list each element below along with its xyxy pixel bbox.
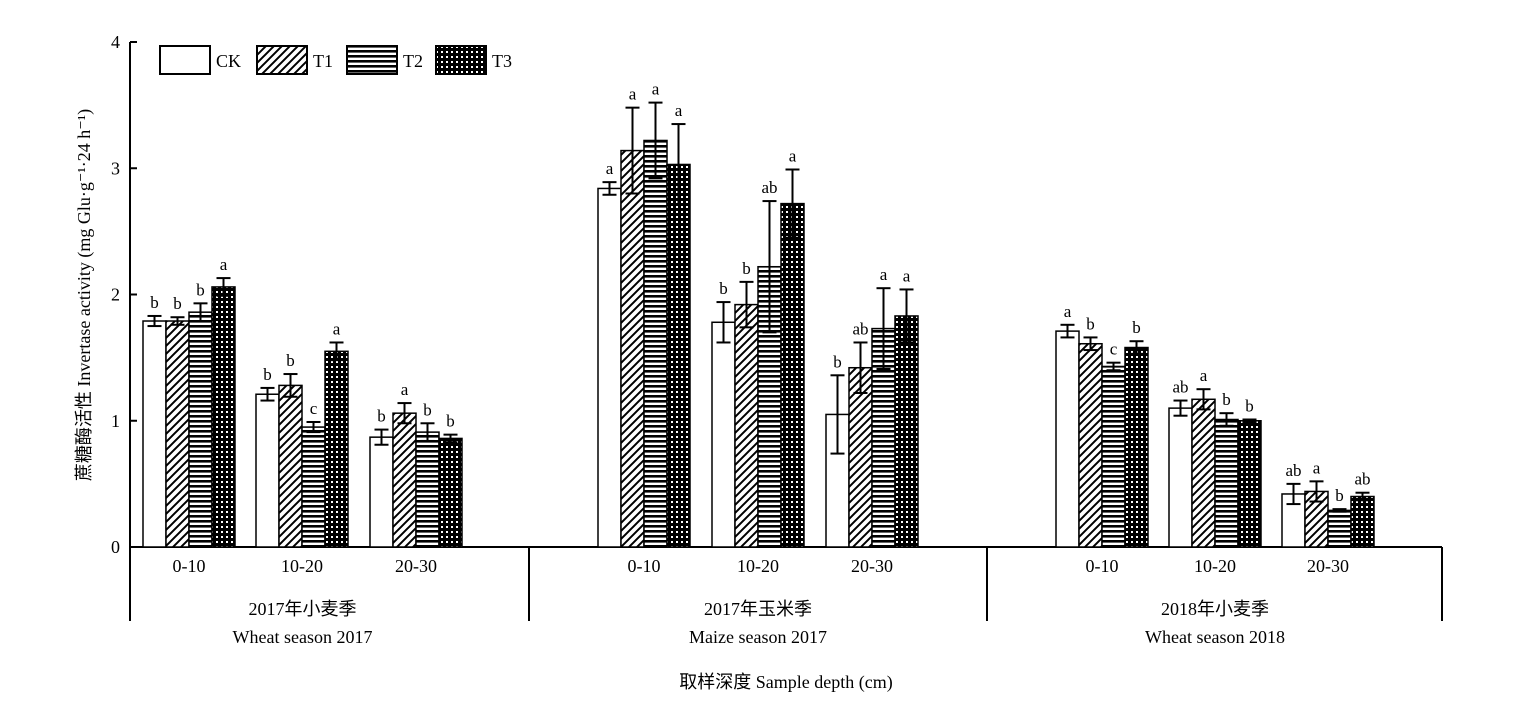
season-label-en: Wheat season 2018 xyxy=(1145,627,1285,647)
bar-T2 xyxy=(643,139,668,548)
significance-label: b xyxy=(833,352,842,371)
bar-T3 xyxy=(438,437,463,548)
legend-label: T1 xyxy=(313,51,333,71)
significance-label: b xyxy=(446,412,455,431)
legend-label: T2 xyxy=(403,51,423,71)
season-label-en: Wheat season 2017 xyxy=(233,627,373,647)
bar-T3 xyxy=(666,163,691,548)
significance-label: ab xyxy=(1285,461,1301,480)
significance-label: a xyxy=(675,101,683,120)
depth-label: 0-10 xyxy=(1086,556,1119,576)
depth-label: 0-10 xyxy=(628,556,661,576)
significance-label: ab xyxy=(1172,378,1188,397)
significance-label: b xyxy=(1245,396,1254,415)
significance-label: b xyxy=(423,400,432,419)
x-axis-title: 取样深度 Sample depth (cm) xyxy=(679,672,892,693)
bar-T2 xyxy=(1101,365,1126,548)
bar-T3 xyxy=(780,202,805,548)
significance-label: a xyxy=(333,319,341,338)
significance-label: a xyxy=(401,380,409,399)
significance-label: b xyxy=(150,293,159,312)
significance-label: a xyxy=(880,265,888,284)
bar-T1 xyxy=(1078,342,1103,548)
bar-T3 xyxy=(324,350,349,548)
y-tick-label: 4 xyxy=(111,32,120,52)
plot-area: 0 1 2 3 4 0-10 10-20 20-30 2017年小麦季 Wheat season … xyxy=(111,32,1443,647)
significance-label: b xyxy=(742,259,751,278)
depth-label: 10-20 xyxy=(737,556,779,576)
bar-CK xyxy=(1055,330,1080,548)
significance-label: b xyxy=(286,351,295,370)
significance-label: a xyxy=(629,85,637,104)
bar-T1 xyxy=(278,384,303,548)
bar-T1 xyxy=(734,303,759,548)
legend-label: T3 xyxy=(492,51,512,71)
bar-T2 xyxy=(1214,418,1239,548)
bar-T1 xyxy=(620,149,645,548)
depth-label: 20-30 xyxy=(1307,556,1349,576)
y-tick-label: 0 xyxy=(111,537,120,557)
y-tick-label: 1 xyxy=(111,411,120,431)
bar-CK xyxy=(142,320,167,548)
bar-CK xyxy=(255,393,280,548)
bar-T2 xyxy=(1327,509,1352,548)
season-label-cn: 2017年小麦季 xyxy=(249,599,357,619)
bar-CK xyxy=(711,321,736,548)
significance-label: b xyxy=(1335,486,1344,505)
legend-swatch-CK xyxy=(159,45,211,75)
significance-label: b xyxy=(1086,314,1095,333)
bar-T2 xyxy=(301,426,326,548)
significance-label: c xyxy=(1110,340,1118,359)
significance-label: a xyxy=(220,255,228,274)
bar-T3 xyxy=(894,315,919,548)
y-tick-label: 2 xyxy=(111,285,120,305)
bar-T2 xyxy=(415,431,440,548)
bar-T3 xyxy=(1350,495,1375,548)
bar-T1 xyxy=(848,366,873,548)
significance-label: b xyxy=(1222,390,1231,409)
depth-label: 10-20 xyxy=(281,556,323,576)
significance-label: b xyxy=(377,407,386,426)
y-axis-title: 蔗糖酶活性 Invertase activity (mg Glu·g⁻¹·24 … xyxy=(74,109,95,481)
significance-label: b xyxy=(263,365,272,384)
depth-label: 20-30 xyxy=(395,556,437,576)
significance-label: ab xyxy=(852,319,868,338)
season-label-cn: 2018年小麦季 xyxy=(1161,599,1269,619)
legend-swatch-T3 xyxy=(435,45,487,75)
bar-T3 xyxy=(1124,346,1149,548)
season-label-cn: 2017年玉米季 xyxy=(704,599,812,619)
significance-label: a xyxy=(652,80,660,99)
bar-T1 xyxy=(1191,398,1216,548)
significance-label: b xyxy=(1132,318,1141,337)
bar-T3 xyxy=(1237,420,1262,548)
depth-label: 20-30 xyxy=(851,556,893,576)
significance-label: b xyxy=(719,279,728,298)
bar-T2 xyxy=(188,311,213,548)
bar-T1 xyxy=(392,412,417,548)
season-label-en: Maize season 2017 xyxy=(689,627,827,647)
y-tick-label: 3 xyxy=(111,158,120,178)
significance-label: a xyxy=(903,266,911,285)
legend-swatch-T1 xyxy=(256,45,308,75)
significance-label: b xyxy=(173,294,182,313)
significance-label: ab xyxy=(1354,470,1370,489)
legend-label: CK xyxy=(216,51,241,71)
depth-label: 10-20 xyxy=(1194,556,1236,576)
significance-label: a xyxy=(1313,458,1321,477)
bar-CK xyxy=(597,187,622,548)
bar-CK xyxy=(1168,407,1193,548)
bar-CK xyxy=(369,436,394,548)
significance-label: b xyxy=(196,280,205,299)
significance-label: a xyxy=(1200,366,1208,385)
significance-label: ab xyxy=(761,178,777,197)
significance-label: c xyxy=(310,399,318,418)
bar-T1 xyxy=(165,320,190,548)
legend-swatch-T2 xyxy=(346,45,398,75)
depth-label: 0-10 xyxy=(173,556,206,576)
bar-T3 xyxy=(211,286,236,548)
significance-label: a xyxy=(789,147,797,166)
significance-label: a xyxy=(606,159,614,178)
significance-label: a xyxy=(1064,302,1072,321)
